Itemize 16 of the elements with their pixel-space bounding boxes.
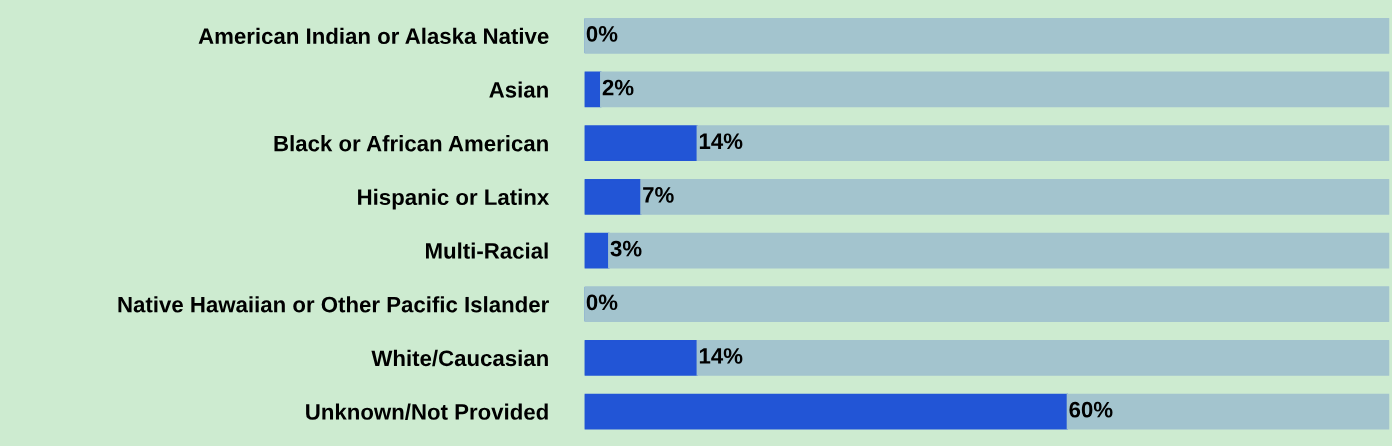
data-label: 3% [610,240,642,257]
y-tick-label: American Indian or Alaska Native [198,27,549,45]
data-label: 0% [586,25,618,42]
y-tick-label: Asian [489,81,548,98]
data-label: 14% [699,133,743,150]
data-label: 14% [699,348,743,364]
y-tick-label: Native Hawaiian or Other Pacific Islander [118,296,549,313]
data-label: 0% [586,294,618,311]
y-tick-label: Black or African American [274,135,548,152]
data-label: 2% [602,79,634,96]
data-label: 60% [1069,401,1113,418]
y-tick-label: Hispanic or Latinx [358,188,550,210]
y-tick-label: Unknown/Not Provided [306,403,548,421]
y-tick-label: White/Caucasian [371,349,548,367]
data-label: 7% [643,187,674,203]
y-tick-label: Multi-Racial [426,242,548,259]
